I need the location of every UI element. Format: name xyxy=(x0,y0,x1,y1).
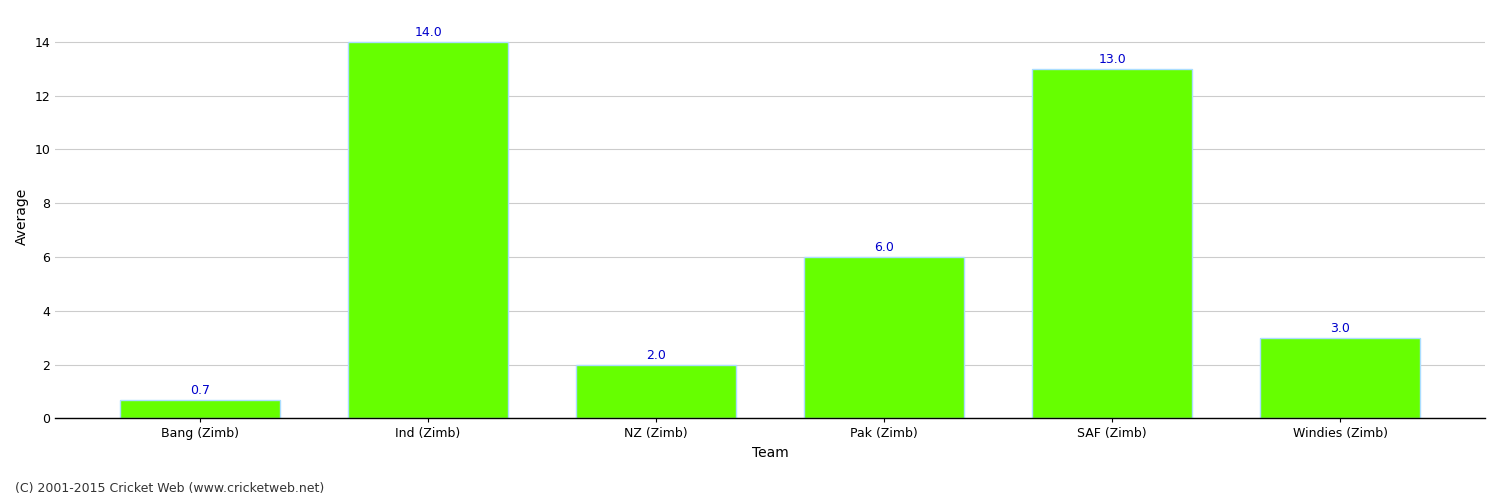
Bar xyxy=(576,364,736,418)
Text: 3.0: 3.0 xyxy=(1330,322,1350,335)
Text: 2.0: 2.0 xyxy=(646,349,666,362)
Bar xyxy=(348,42,508,418)
Bar xyxy=(804,257,964,418)
Text: 13.0: 13.0 xyxy=(1098,53,1126,66)
Y-axis label: Average: Average xyxy=(15,188,28,246)
Text: 6.0: 6.0 xyxy=(874,242,894,254)
X-axis label: Team: Team xyxy=(752,446,789,460)
Text: 14.0: 14.0 xyxy=(414,26,442,39)
Bar xyxy=(120,400,280,418)
Bar xyxy=(1032,69,1193,418)
Text: (C) 2001-2015 Cricket Web (www.cricketweb.net): (C) 2001-2015 Cricket Web (www.cricketwe… xyxy=(15,482,324,495)
Bar xyxy=(1260,338,1420,418)
Text: 0.7: 0.7 xyxy=(190,384,210,397)
